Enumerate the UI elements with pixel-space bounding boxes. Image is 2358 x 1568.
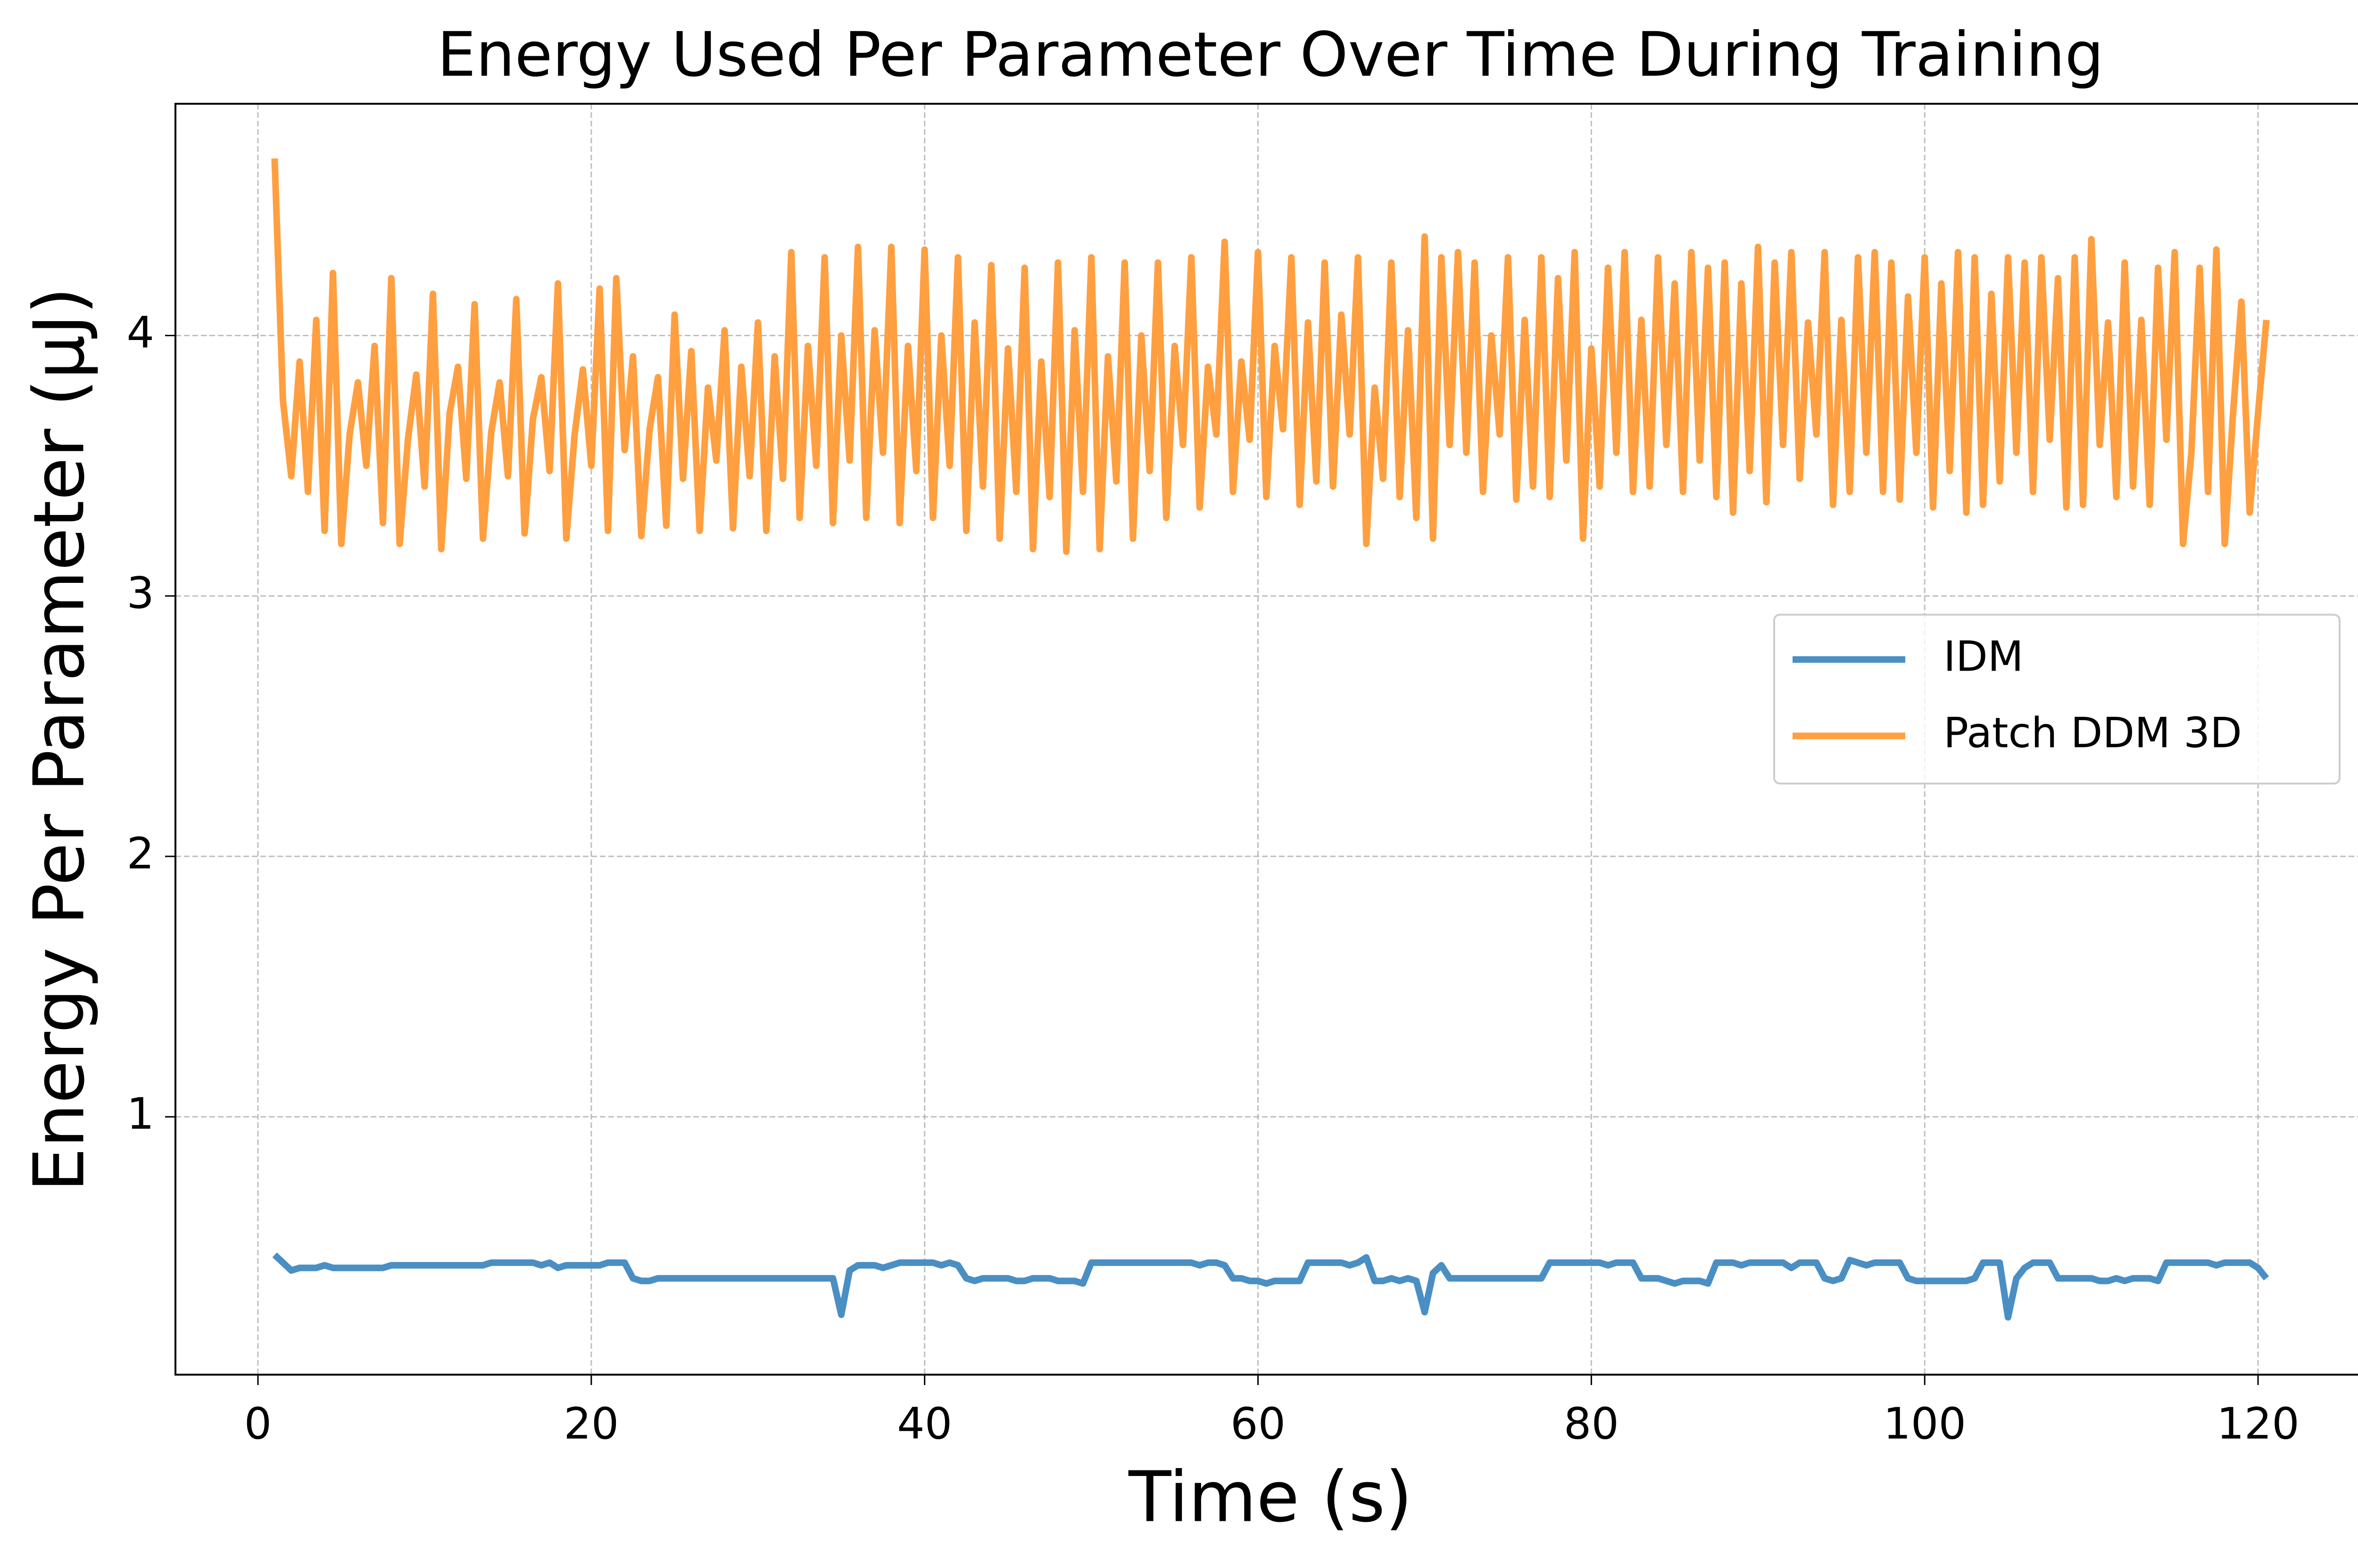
y-tick-label: 3	[126, 568, 154, 618]
legend: IDM Patch DDM 3D	[1773, 614, 2341, 785]
y-axis-label: Energy Per Parameter (μJ)	[19, 287, 100, 1192]
x-tick-label: 60	[1230, 1398, 1286, 1449]
series-line	[271, 158, 2270, 555]
x-tick-label: 120	[2217, 1398, 2300, 1449]
y-tick-label: 1	[126, 1089, 154, 1139]
x-tick-label: 100	[1883, 1398, 1966, 1449]
legend-label: Patch DDM 3D	[1943, 708, 2242, 757]
chart-title: Energy Used Per Parameter Over Time Duri…	[437, 19, 2104, 91]
legend-label: IDM	[1943, 632, 2024, 680]
x-tick-label: 80	[1564, 1398, 1619, 1449]
series-line	[272, 1252, 2269, 1321]
x-tick-label: 40	[897, 1398, 952, 1449]
legend-frame	[1773, 614, 2341, 785]
x-tick-label: 20	[564, 1398, 619, 1449]
x-axis-label: Time (s)	[1128, 1457, 1412, 1538]
x-tick-label: 0	[244, 1398, 272, 1449]
axes-frame	[174, 103, 2358, 1376]
y-tick-label: 2	[126, 828, 154, 879]
y-tick-label: 4	[126, 307, 154, 358]
